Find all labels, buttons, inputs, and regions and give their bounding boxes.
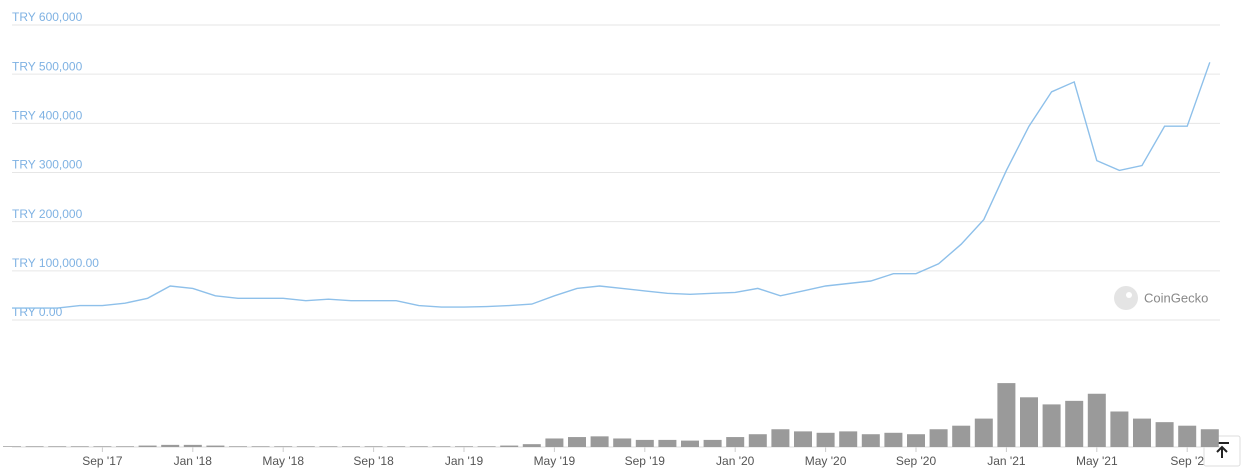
x-tick-label: Jan '18 xyxy=(174,454,213,468)
volume-bar xyxy=(929,429,948,447)
volume-bar xyxy=(771,429,790,447)
x-tick-label: May '18 xyxy=(262,454,304,468)
x-tick-label: May '19 xyxy=(534,454,576,468)
volume-bar xyxy=(1178,425,1197,447)
x-tick-label: Sep '17 xyxy=(82,454,123,468)
x-tick-label: Sep '20 xyxy=(896,454,937,468)
volume-bar xyxy=(726,437,745,447)
y-tick-label: TRY 500,000 xyxy=(12,59,83,73)
volume-bar xyxy=(884,432,903,447)
volume-bar xyxy=(387,446,406,447)
x-tick-label: May '20 xyxy=(805,454,847,468)
volume-bar xyxy=(1133,418,1151,447)
volume-bar xyxy=(681,440,699,447)
y-tick-label: TRY 100,000.00 xyxy=(12,256,99,270)
volume-bar xyxy=(635,439,654,447)
volume-bar xyxy=(1020,397,1038,447)
watermark: CoinGecko xyxy=(1114,286,1208,310)
volume-bar xyxy=(206,445,225,447)
volume-bar xyxy=(409,446,428,447)
volume-bar xyxy=(545,438,564,447)
volume-bar xyxy=(183,444,202,447)
volume-bar xyxy=(3,446,21,447)
volume-bar xyxy=(500,445,519,447)
volume-bar xyxy=(364,446,383,447)
volume-bar xyxy=(907,434,925,447)
x-tick-label: Sep '2 xyxy=(1170,454,1204,468)
volume-bar xyxy=(25,446,44,447)
x-tick-label: May '21 xyxy=(1076,454,1118,468)
watermark-text: CoinGecko xyxy=(1144,290,1208,305)
volume-bar xyxy=(251,446,270,447)
volume-bar xyxy=(703,439,722,447)
volume-bar xyxy=(952,425,971,447)
y-tick-label: TRY 400,000 xyxy=(12,109,83,123)
y-tick-label: TRY 200,000 xyxy=(12,207,83,221)
volume-bar xyxy=(590,436,609,447)
volume-bar xyxy=(1155,422,1174,447)
volume-bar xyxy=(161,444,180,447)
y-tick-label: TRY 300,000 xyxy=(12,158,83,172)
volume-bar xyxy=(522,444,541,447)
scroll-top-arrow xyxy=(1216,445,1228,458)
x-tick-label: Sep '19 xyxy=(625,454,666,468)
volume-bar xyxy=(613,438,632,447)
volume-bar xyxy=(839,431,858,447)
volume-bar xyxy=(229,446,247,447)
volume-bar xyxy=(48,446,67,447)
volume-bar xyxy=(1042,404,1061,447)
volume-bar xyxy=(296,446,315,447)
volume-bar xyxy=(116,446,134,447)
volume-bar xyxy=(974,418,993,447)
volume-bar xyxy=(274,446,293,447)
volume-bar xyxy=(1200,429,1219,447)
x-tick-label: Jan '19 xyxy=(445,454,484,468)
volume-bar xyxy=(455,446,473,447)
watermark-logo xyxy=(1114,286,1138,310)
x-tick-label: Jan '21 xyxy=(987,454,1026,468)
price-line xyxy=(12,62,1211,309)
watermark-logo-eye xyxy=(1126,292,1132,298)
volume-bar xyxy=(1110,411,1129,447)
volume-bar xyxy=(319,446,338,447)
volume-bar xyxy=(1065,400,1084,447)
volume-bar xyxy=(816,432,835,447)
volume-bar xyxy=(1087,393,1106,447)
volume-bar xyxy=(794,431,812,447)
volume-bar xyxy=(70,446,89,447)
volume-bar xyxy=(432,446,451,447)
volume-bar xyxy=(568,437,586,447)
x-tick-label: Sep '18 xyxy=(353,454,394,468)
y-tick-label: TRY 0.00 xyxy=(12,305,63,319)
volume-bar xyxy=(861,434,880,447)
volume-bar xyxy=(93,446,112,447)
volume-bar xyxy=(138,445,157,447)
x-tick-label: Jan '20 xyxy=(716,454,755,468)
y-tick-label: TRY 600,000 xyxy=(12,10,83,24)
volume-bar xyxy=(748,434,767,447)
volume-bar xyxy=(342,446,360,447)
volume-bar xyxy=(477,446,496,447)
volume-bar xyxy=(658,439,677,447)
volume-bar xyxy=(997,383,1016,447)
